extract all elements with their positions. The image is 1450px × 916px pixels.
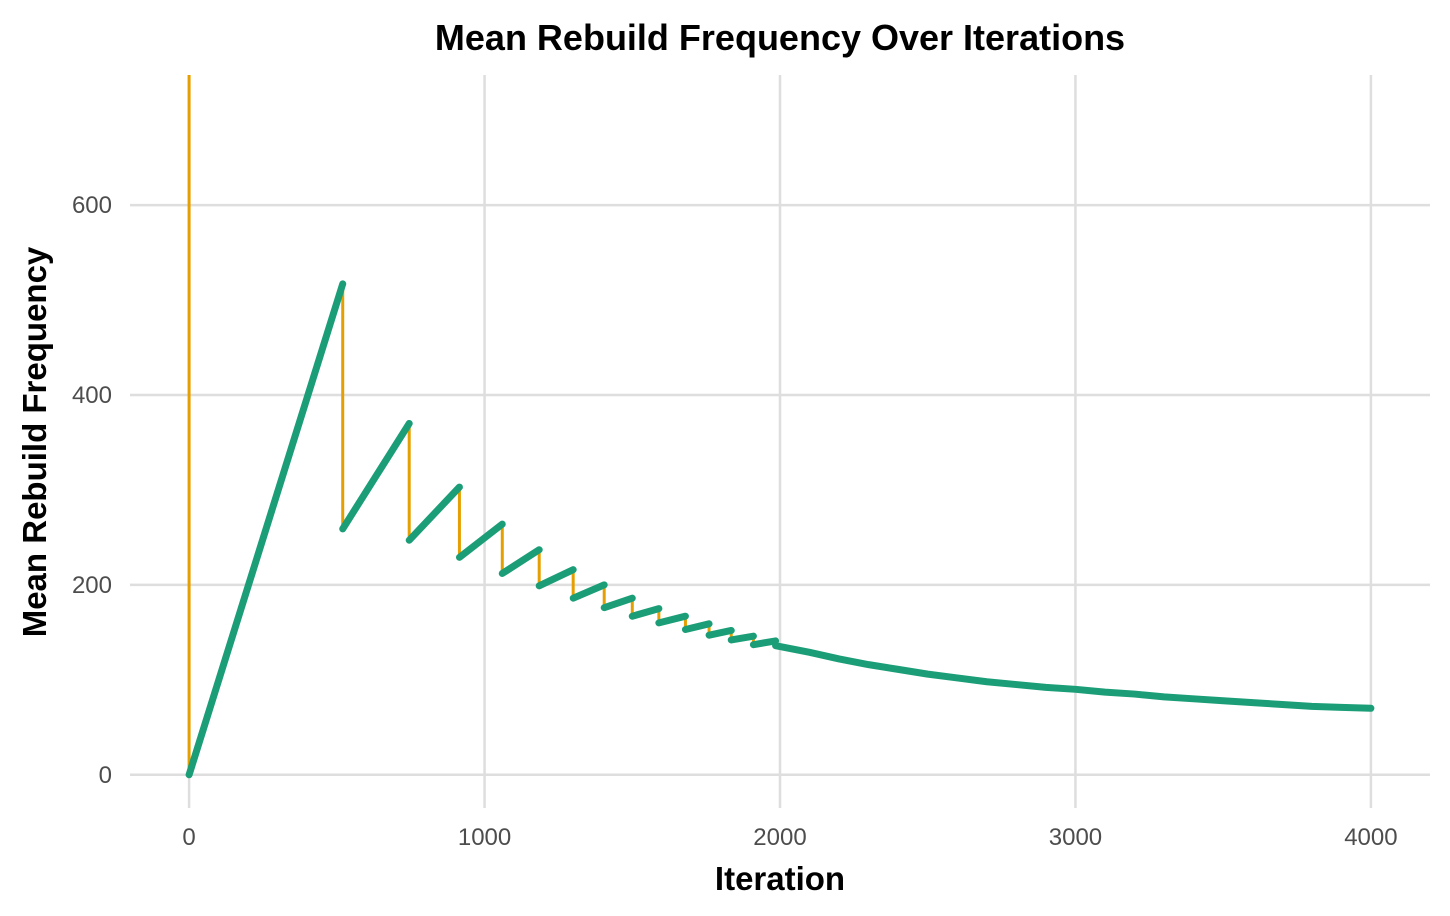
x-tick-label: 3000 <box>1049 824 1102 851</box>
x-tick-labels: 0 1000 2000 3000 4000 <box>182 824 1397 851</box>
y-grid <box>130 203 1430 777</box>
rise-segment <box>405 483 463 544</box>
chart-title: Mean Rebuild Frequency Over Iterations <box>435 17 1125 58</box>
drop-series <box>187 75 755 775</box>
y-axis-title: Mean Rebuild Frequency <box>16 246 53 637</box>
y-tick-label: 200 <box>72 572 112 599</box>
rise-segment <box>628 605 663 620</box>
rise-segment <box>705 626 735 639</box>
y-tick-label: 400 <box>72 382 112 409</box>
y-tick-label: 0 <box>99 762 112 789</box>
rise-segment <box>535 566 577 590</box>
x-tick-label: 0 <box>182 824 195 851</box>
rise-segment <box>655 612 689 627</box>
x-axis-title: Iteration <box>715 860 845 897</box>
rise-segment <box>600 594 636 612</box>
x-tick-label: 2000 <box>753 824 806 851</box>
rise-segment <box>681 620 713 633</box>
rise-segment <box>727 632 757 644</box>
x-tick-label: 1000 <box>458 824 511 851</box>
rise-segment <box>185 280 347 779</box>
rise-tail-line <box>772 642 1375 712</box>
rise-segment <box>455 520 506 561</box>
rise-segment <box>339 419 413 533</box>
y-tick-labels: 0 200 400 600 <box>72 192 112 789</box>
rise-segment <box>498 546 543 577</box>
y-tick-label: 600 <box>72 192 112 219</box>
rise-series <box>185 280 1375 779</box>
rise-segment <box>569 581 608 602</box>
rise-segment <box>749 637 780 649</box>
x-tick-label: 4000 <box>1344 824 1397 851</box>
